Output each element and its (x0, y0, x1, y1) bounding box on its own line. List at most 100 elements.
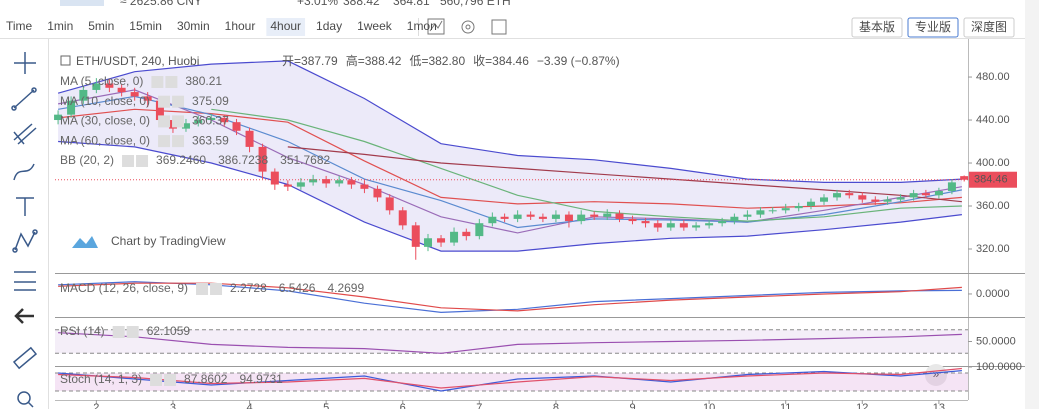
candle-body (283, 184, 292, 187)
candle-body (220, 117, 229, 123)
crosshair-tool[interactable] (14, 52, 36, 74)
interval-button[interactable]: 5min (88, 19, 114, 33)
interval-button[interactable]: 4hour (270, 19, 301, 33)
candle-body (921, 193, 930, 196)
candle-body (67, 100, 76, 115)
settings-icon[interactable] (461, 20, 475, 34)
candle-body (718, 221, 727, 224)
interval-button[interactable]: 15min (129, 19, 162, 33)
legend-icon (164, 374, 177, 386)
y-tick-label: 0.0000 (976, 288, 1010, 300)
legend-name: MA (30, close, 0) (60, 114, 150, 128)
legend-icon (158, 95, 171, 108)
header-label: 收= (473, 54, 492, 68)
bb-line (58, 140, 962, 252)
candle-body (833, 193, 842, 198)
bb-line (57, 60, 962, 183)
candle-body (398, 210, 407, 226)
legend-value: 2.2728 (230, 281, 267, 295)
candle-body (105, 83, 114, 88)
legend-icon (112, 326, 125, 338)
legend-value: 363.59 (192, 133, 229, 147)
candle-body (143, 96, 152, 101)
scroll-button[interactable] (925, 364, 947, 386)
pitchfork-tool[interactable] (13, 123, 37, 145)
legend-name: BB (20, 2) (60, 153, 114, 167)
last-price-label: 384.46 (974, 174, 1008, 186)
interval-button[interactable]: 1hour (225, 19, 256, 33)
candle-body (462, 231, 471, 237)
collapse-icon (60, 55, 71, 66)
candle-body (603, 213, 612, 217)
candle-body (794, 206, 803, 209)
candle-body (54, 114, 63, 121)
trend-line-tool[interactable] (11, 87, 37, 111)
candle-body (871, 199, 880, 202)
candle-body (117, 87, 126, 93)
candle-body (577, 214, 586, 222)
header-value: 387.79 (301, 54, 338, 68)
interval-button[interactable]: 1min (47, 19, 73, 33)
x-tick-label: 5 (323, 402, 329, 409)
candle-body (79, 89, 88, 101)
text-tool[interactable] (16, 197, 34, 216)
candle-body (335, 180, 344, 184)
candle-body (360, 184, 369, 189)
back-tool[interactable] (14, 308, 34, 324)
legend-value: 351.7682 (280, 153, 330, 167)
x-tick-label: 8 (553, 402, 559, 409)
indicator-line (58, 370, 962, 392)
header-value: 388.42 (365, 54, 402, 68)
candle-body (628, 218, 637, 222)
header-label: 低= (409, 54, 428, 68)
ruler-tool[interactable] (12, 346, 38, 370)
candle-body (756, 210, 765, 215)
measure-tool[interactable] (14, 271, 36, 291)
pattern-tool[interactable] (12, 229, 38, 253)
mode-button[interactable]: 专业版 (915, 19, 951, 34)
candle-body (207, 117, 216, 121)
candle-body (705, 223, 714, 226)
candle-body (692, 225, 701, 228)
candle-body (270, 171, 279, 185)
candle-body (373, 188, 382, 198)
legend-value: 94.9731 (239, 372, 283, 386)
candle-body (232, 122, 241, 131)
interval-button[interactable]: 1week (357, 19, 393, 33)
candle-body (909, 193, 918, 198)
interval-selected-bg (266, 18, 306, 36)
header-change: −3.39 (−0.87%) (537, 54, 620, 68)
interval-button[interactable]: 30min (177, 19, 210, 33)
x-tick-label: 13 (933, 402, 945, 409)
fullscreen-icon[interactable] (491, 19, 507, 35)
zoom-tool[interactable] (17, 391, 34, 408)
candle-body (296, 182, 305, 187)
legend-value: 375.09 (192, 94, 229, 108)
interval-button[interactable]: 1mon (407, 19, 437, 33)
y-tick-label: 400.00 (976, 157, 1010, 169)
candle-body (947, 182, 956, 191)
brush-tool[interactable] (13, 163, 35, 181)
y-tick-label: 480.00 (976, 71, 1010, 83)
legend-icon (136, 155, 149, 167)
indicator-icon[interactable] (427, 18, 445, 35)
legend-value: 369.2460 (156, 153, 206, 167)
legend-name: MACD (12, 26, close, 9) (60, 281, 188, 295)
header-label: 开= (282, 54, 301, 68)
mode-button[interactable]: 深度图 (971, 19, 1007, 34)
candle-body (768, 210, 777, 212)
band-fill (55, 329, 968, 354)
indicator-icon-line (429, 20, 443, 32)
candle-body (526, 214, 535, 217)
legend-icon (151, 76, 164, 88)
candle-body (181, 123, 190, 129)
last-price-tag (969, 171, 1017, 188)
indicator-line (58, 332, 962, 354)
watermark: Chart by TradingView (111, 234, 226, 248)
x-tick-label: 2 (93, 402, 99, 409)
candle-body (564, 214, 573, 222)
interval-button[interactable]: 1day (316, 19, 342, 33)
mode-button[interactable]: 基本版 (859, 20, 895, 34)
